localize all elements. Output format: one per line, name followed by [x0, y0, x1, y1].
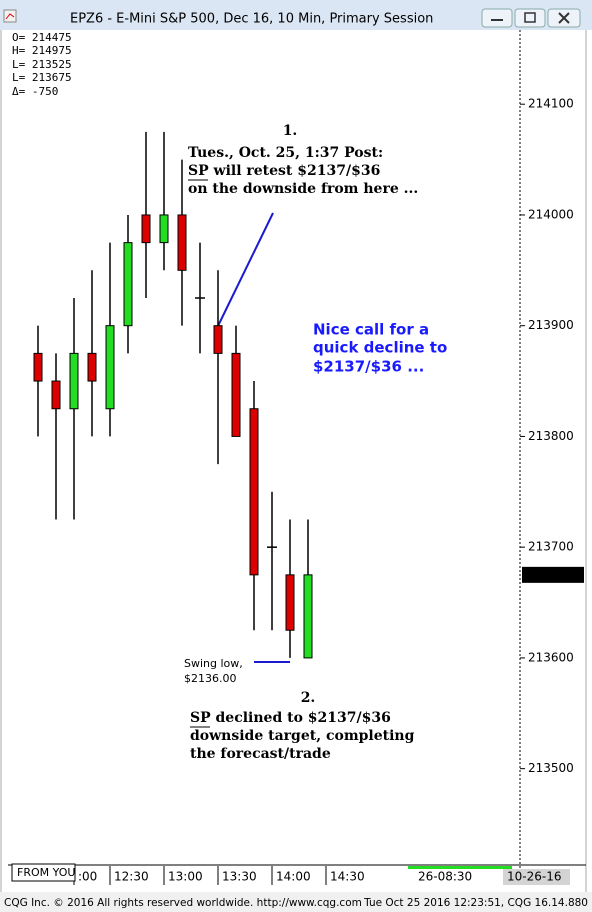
annotation-number: 2.	[301, 690, 316, 706]
overlay: FROM YOU	[11, 863, 76, 882]
session-bar	[408, 866, 512, 869]
candle-body	[249, 408, 259, 576]
annotation-text: Tues., Oct. 25, 1:37 Post:	[188, 145, 383, 161]
footer-right: Tue Oct 25 2016 12:23:51, CQG 16.14.880	[363, 897, 588, 909]
x-tick-label: 12:30	[114, 870, 149, 884]
axis-extra-label: 10-26-16	[507, 870, 561, 884]
candle-body	[51, 380, 61, 410]
swing-low-label: Swing low,	[184, 657, 243, 670]
last-price-box	[522, 566, 584, 583]
annotation-text: on the downside from here ...	[188, 181, 418, 197]
footer-left: CQG Inc. © 2016 All rights reserved worl…	[4, 897, 362, 909]
maximize-icon	[524, 12, 536, 23]
y-tick-label: 213600	[528, 650, 574, 664]
swing-low-label: $2136.00	[184, 672, 237, 685]
candle-body	[159, 214, 169, 244]
x-tick-label: 13:00	[168, 870, 203, 884]
from-you-label[interactable]: FROM YOU	[17, 866, 75, 879]
annotation-text: downside target, completing	[190, 728, 415, 744]
window-title: EPZ6 - E-Mini S&P 500, Dec 16, 10 Min, P…	[70, 12, 433, 27]
x-tick-label: :00	[78, 870, 97, 884]
annotation-text: SP will retest $2137/$36	[188, 163, 380, 179]
y-tick-label: 214100	[528, 97, 574, 111]
x-tick-label: 13:30	[222, 870, 257, 884]
annotation-number: 1.	[283, 123, 298, 139]
chart-area	[0, 30, 592, 892]
status-bar	[0, 892, 592, 912]
y-tick-label: 213700	[528, 540, 574, 554]
annotation-pointer	[217, 212, 274, 327]
comment-text: $2137/$36 ...	[313, 358, 424, 376]
minimize-button[interactable]	[481, 8, 513, 28]
candle-body	[123, 242, 133, 327]
candle-body	[285, 574, 295, 631]
y-tick-label: 213800	[528, 429, 574, 443]
info-line: H= 214975	[12, 44, 72, 57]
annotation-text: the forecast/trade	[190, 746, 331, 762]
candle-body	[69, 352, 79, 410]
info-line: L= 213525	[12, 58, 72, 71]
candle-body	[141, 214, 151, 244]
info-line: O= 214475	[12, 31, 72, 44]
last-price-label: 213675	[528, 567, 574, 581]
info-line: L= 213675	[12, 71, 72, 84]
app-icon-mark	[5, 13, 15, 20]
plot: 213500 213600 213700 213800 213900 214000 2141…	[33, 97, 584, 885]
app-icon	[3, 9, 17, 23]
annotation-text: SP declined to $2137/$36	[190, 710, 391, 726]
date-box	[503, 869, 570, 885]
x-tick-label: 14:30	[330, 870, 365, 884]
candle-body	[87, 352, 97, 382]
close-icon	[558, 12, 570, 24]
comment-text: quick decline to	[313, 339, 447, 357]
y-tick-label: 214000	[528, 207, 574, 221]
candle-body	[231, 352, 241, 437]
info-line: Δ= -750	[12, 85, 58, 98]
candle-body	[33, 352, 43, 382]
candle-body	[105, 325, 115, 410]
from-you-box[interactable]	[11, 863, 76, 882]
x-tick-label: 14:00	[276, 870, 311, 884]
candle-body	[177, 214, 187, 271]
y-tick-label: 213900	[528, 318, 574, 332]
candle-body	[213, 325, 223, 354]
axis-extra-label: 26-08:30	[418, 870, 472, 884]
y-tick-label: 213500	[528, 761, 574, 775]
maximize-button[interactable]	[514, 8, 546, 28]
comment-text: Nice call for a	[313, 321, 429, 339]
candle-body	[303, 574, 313, 659]
